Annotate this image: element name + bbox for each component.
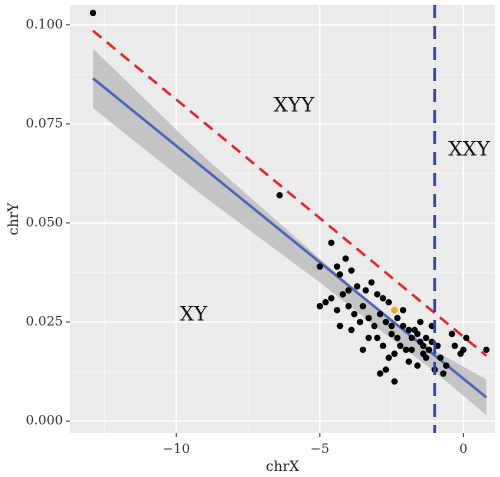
x-axis-title: chrX [266, 459, 300, 475]
data-point [422, 334, 430, 342]
data-point [342, 255, 349, 262]
data-point [420, 350, 427, 357]
y-axis-ticks: 0.000 0.025 0.050 0.075 0.100 [26, 17, 70, 429]
data-point [440, 370, 447, 377]
data-point [399, 306, 407, 314]
highlighted-data-point [391, 306, 398, 314]
data-point [385, 299, 392, 306]
data-point [405, 326, 413, 334]
region-label-xxy: XXY [448, 137, 490, 161]
x-tick-label: −10 [163, 442, 190, 457]
data-point [365, 314, 372, 322]
data-point [382, 318, 390, 326]
data-point [425, 346, 433, 353]
data-point [368, 279, 375, 286]
y-axis-title: chrY [6, 202, 22, 236]
data-point [483, 346, 490, 353]
data-point [336, 271, 344, 278]
data-point [348, 326, 355, 334]
data-point [414, 330, 421, 338]
data-point [385, 354, 392, 361]
region-labels: XYY XXY XY [180, 93, 491, 326]
data-point [388, 322, 395, 330]
data-point [379, 295, 387, 302]
data-point [316, 263, 324, 270]
data-point [451, 342, 458, 350]
major-gridlines [70, 5, 495, 433]
data-point [328, 239, 335, 246]
data-points [89, 9, 490, 385]
y-tick-label: 0.050 [26, 215, 63, 230]
data-point [437, 354, 444, 361]
data-point [417, 318, 424, 326]
x-tick-label: 0 [459, 442, 467, 457]
data-point [322, 299, 329, 306]
data-point [448, 330, 456, 338]
data-point [333, 263, 341, 270]
data-point [359, 302, 367, 310]
region-label-xyy: XYY [274, 93, 315, 117]
data-point [362, 287, 369, 294]
data-point [442, 362, 450, 369]
data-point [408, 334, 415, 342]
data-point [394, 334, 401, 342]
data-point [374, 291, 381, 298]
data-point [420, 342, 427, 350]
data-point [391, 378, 398, 385]
y-tick-label: 0.000 [26, 414, 63, 429]
data-point [328, 295, 335, 302]
y-tick-label: 0.100 [26, 17, 63, 32]
data-point [345, 287, 352, 294]
data-point [339, 291, 347, 298]
data-point [388, 330, 395, 338]
data-point [365, 334, 372, 342]
data-point [316, 302, 324, 310]
data-point [391, 350, 398, 357]
data-point [276, 192, 283, 199]
region-label-xy: XY [180, 301, 208, 325]
data-point [345, 302, 352, 310]
data-point [408, 346, 415, 353]
data-point [359, 346, 367, 353]
data-point [402, 346, 410, 353]
data-point [353, 283, 361, 290]
data-point [379, 342, 387, 350]
data-point [333, 306, 341, 314]
data-point [399, 322, 407, 330]
data-point [397, 342, 404, 350]
data-point [394, 314, 401, 322]
classification-boundary-line [92, 29, 488, 357]
data-point [382, 366, 390, 373]
data-point [376, 310, 384, 318]
data-point [351, 310, 358, 318]
x-tick-label: −5 [310, 442, 329, 457]
data-point [374, 334, 381, 342]
y-tick-label: 0.025 [26, 315, 63, 330]
data-point [348, 267, 355, 274]
data-point [405, 358, 413, 365]
data-point [376, 370, 384, 377]
data-point [356, 318, 364, 326]
data-point [460, 346, 467, 353]
data-point [89, 9, 97, 17]
data-point [371, 322, 378, 330]
data-point [414, 362, 421, 369]
data-point [336, 322, 344, 330]
data-point [463, 334, 470, 342]
y-tick-label: 0.075 [26, 116, 63, 131]
x-axis-ticks: −10 −5 0 [163, 433, 468, 457]
